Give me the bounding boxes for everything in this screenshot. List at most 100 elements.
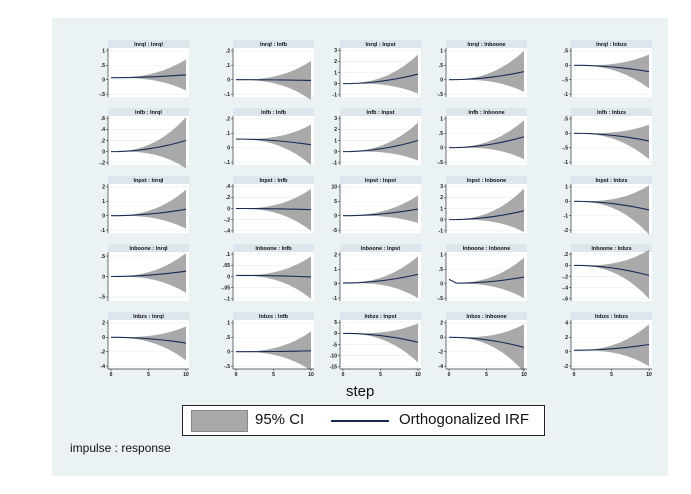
ci-band — [111, 59, 186, 91]
y-tick-label: 0 — [102, 78, 105, 84]
irf-panel: lnboone : lnpst -1 0 1 2 — [333, 244, 421, 302]
y-tick-label: 2 — [440, 195, 443, 201]
y-tick-label: 2 — [102, 185, 105, 191]
y-tick-label: .4 — [101, 127, 105, 133]
y-tick-label: -15 — [330, 365, 337, 371]
x-tick-label: 0 — [448, 372, 451, 378]
panel-title-strip — [571, 40, 652, 48]
y-tick-label: 1 — [440, 206, 443, 212]
y-tick-label: .1 — [226, 252, 230, 258]
y-tick-label: -.5 — [99, 295, 105, 301]
y-tick-label: 1 — [440, 49, 443, 55]
irf-line — [110, 270, 187, 278]
y-tick-label: .2 — [564, 252, 568, 258]
y-tick-label: .2 — [101, 138, 105, 144]
ci-band — [343, 54, 418, 94]
irf-panel: lnrql : lnrql -.5 0 .5 1 — [99, 40, 189, 98]
irf-panel: lnboone : lnfb -.1 -.05 0 .05 .1 — [221, 244, 314, 303]
y-tick-label: -.2 — [562, 274, 568, 280]
y-tick-label: -5 — [333, 342, 338, 348]
y-tick-label: -5 — [333, 228, 338, 234]
y-tick-label: 1 — [334, 267, 337, 273]
y-tick-label: 1 — [227, 321, 230, 327]
irf-line — [448, 136, 525, 149]
y-tick-label: -1 — [101, 228, 106, 234]
x-tick-label: 5 — [379, 372, 382, 378]
y-tick-label: -.05 — [221, 285, 230, 291]
panel-title-strip — [571, 176, 652, 184]
y-tick-label: -4 — [439, 364, 444, 370]
y-tick-label: .1 — [226, 63, 230, 69]
y-tick-label: 2 — [334, 253, 337, 259]
y-tick-label: -.4 — [224, 229, 230, 235]
ci-band — [343, 195, 418, 223]
y-tick-label: 2 — [440, 321, 443, 327]
panel-title: lnrql : lnbzs — [596, 42, 627, 48]
irf-legend-label: Orthogonalized IRF — [399, 411, 530, 428]
y-tick-label: 0 — [102, 274, 105, 280]
ci-band — [111, 253, 186, 293]
y-tick-label: 3 — [334, 116, 337, 122]
irf-line — [110, 74, 187, 79]
x-tick-label: 10 — [415, 372, 421, 378]
panel-title: lnboone : lnboone — [463, 246, 511, 252]
y-tick-label: .2 — [226, 117, 230, 123]
y-tick-label: -.1 — [224, 297, 230, 303]
ci-band — [111, 189, 186, 229]
x-tick-label: 0 — [342, 372, 345, 378]
panel-title: lnpst : lnboone — [467, 178, 506, 184]
y-tick-label: -.1 — [224, 160, 230, 166]
y-tick-label: -.5 — [562, 146, 568, 152]
panel-title: lnboone : lnrql — [129, 246, 168, 252]
y-tick-label: -2 — [564, 364, 569, 370]
ci-band — [449, 257, 524, 299]
y-tick-label: 0 — [334, 282, 337, 288]
y-tick-label: 0 — [565, 263, 568, 269]
ci-band — [449, 120, 524, 160]
y-tick-label: 10 — [331, 185, 337, 191]
irf-panel: lnboone : lnbzs -.6 -.4 -.2 0 .2 — [562, 244, 652, 303]
panel-title-strip — [340, 176, 421, 184]
y-tick-label: -1 — [439, 229, 444, 235]
panel-title-strip — [571, 312, 652, 320]
y-tick-label: .5 — [226, 335, 230, 341]
panel-title: lnbzs : lnboone — [466, 314, 506, 320]
ci-band — [111, 117, 186, 169]
x-tick-label: 5 — [610, 372, 613, 378]
legend: 95% CI Orthogonalized IRF — [182, 405, 545, 436]
y-tick-label: -.5 — [437, 296, 443, 302]
panel-title: lnpst : lnpst — [365, 178, 396, 184]
y-tick-label: .5 — [101, 254, 105, 260]
irf-panel: lnfb : lnrql -.2 0 .2 .4 .6 — [99, 108, 189, 169]
y-tick-label: 3 — [440, 184, 443, 190]
y-tick-label: -.6 — [562, 297, 568, 303]
y-tick-label: 0 — [334, 81, 337, 87]
panel-title: lnrql : lnfb — [260, 42, 288, 48]
irf-line — [448, 71, 525, 81]
irf-panel: lnpst : lnbzs -2 -1 0 1 — [564, 176, 652, 235]
x-axis-title: step — [346, 383, 375, 400]
y-tick-label: -1 — [564, 160, 569, 166]
y-tick-label: -1 — [333, 296, 338, 302]
panel-title-strip — [340, 244, 421, 252]
y-tick-label: 0 — [102, 149, 105, 155]
y-tick-label: -.2 — [99, 161, 105, 167]
y-tick-label: -10 — [330, 353, 337, 359]
x-tick-label: 5 — [272, 372, 275, 378]
ci-legend-swatch — [191, 410, 248, 432]
y-tick-label: -.4 — [562, 285, 568, 291]
ci-legend-label: 95% CI — [255, 411, 305, 428]
y-tick-label: 2 — [565, 335, 568, 341]
panel-title-strip — [108, 176, 189, 184]
y-tick-label: 1 — [102, 199, 105, 205]
panel-title: lnbzs : lnrql — [133, 314, 164, 320]
y-tick-label: -.5 — [224, 364, 230, 370]
y-tick-label: 0 — [440, 217, 443, 223]
y-tick-label: 0 — [334, 331, 337, 337]
y-tick-label: -1 — [564, 92, 569, 98]
ci-band — [449, 324, 524, 372]
panel-title: lnrql : lnboone — [467, 42, 505, 48]
irf-line — [448, 210, 525, 221]
ci-band — [574, 54, 649, 89]
irf-line — [342, 332, 419, 343]
